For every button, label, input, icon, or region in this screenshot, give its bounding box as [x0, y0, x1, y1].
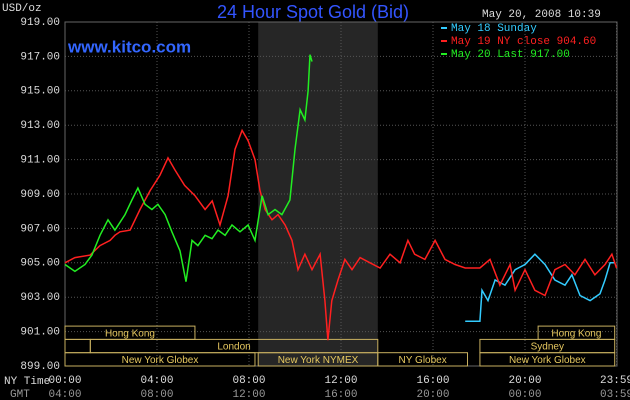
- session-label: New York Globex: [122, 355, 199, 366]
- gmt-label: GMT: [10, 389, 30, 400]
- timestamp: May 20, 2008 10:39: [482, 9, 601, 21]
- x-label: NY Time: [4, 376, 50, 388]
- y-tick-label: 913.00: [20, 120, 60, 132]
- gmt-tick-label: 04:00: [48, 389, 81, 400]
- y-tick-label: 907.00: [20, 223, 60, 235]
- session-label: Hong Kong: [105, 328, 155, 339]
- y-tick-label: 901.00: [20, 327, 60, 339]
- session-label: NY Globex: [399, 355, 447, 366]
- gmt-tick-label: 08:00: [140, 389, 173, 400]
- x-tick-label: 00:00: [48, 375, 81, 387]
- series-line: [64, 128, 618, 341]
- series-line: [64, 54, 313, 282]
- session-label: London: [217, 342, 250, 353]
- session-label: Hong Kong: [551, 328, 601, 339]
- y-tick-label: 911.00: [20, 155, 60, 167]
- x-tick-label: 12:00: [324, 375, 357, 387]
- gmt-tick-label: 20:00: [416, 389, 449, 400]
- x-tick-label: 23:59: [600, 375, 630, 387]
- session-label: New York NYMEX: [278, 355, 359, 366]
- gmt-tick-label: 12:00: [232, 389, 265, 400]
- session-box: [479, 352, 616, 367]
- y-unit: USD/oz: [2, 3, 42, 15]
- y-tick-label: 919.00: [20, 17, 60, 29]
- gmt-tick-label: 00:00: [508, 389, 541, 400]
- session-label: New York Globex: [509, 355, 586, 366]
- x-tick-label: 16:00: [416, 375, 449, 387]
- x-tick-label: 04:00: [140, 375, 173, 387]
- session-box: [64, 352, 256, 367]
- session-box: [64, 338, 91, 354]
- x-tick-label: 20:00: [508, 375, 541, 387]
- session-box: [377, 352, 468, 367]
- watermark: www.kitco.com: [67, 37, 191, 56]
- y-tick-label: 909.00: [20, 189, 60, 201]
- y-tick-label: 899.00: [20, 361, 60, 373]
- legend-label: May 19 NY close 904.60: [451, 36, 596, 48]
- y-tick-label: 903.00: [20, 292, 60, 304]
- chart-title: 24 Hour Spot Gold (Bid): [217, 2, 409, 22]
- gmt-tick-label: 03:59: [600, 389, 630, 400]
- legend-label: May 20 Last 917.00: [451, 49, 570, 61]
- y-tick-label: 905.00: [20, 258, 60, 270]
- background-layer: [64, 21, 618, 367]
- y-tick-label: 915.00: [20, 86, 60, 98]
- gmt-tick-label: 16:00: [324, 389, 357, 400]
- session-label: Sydney: [531, 342, 564, 353]
- legend-label: May 18 Sunday: [451, 23, 537, 35]
- y-tick-label: 917.00: [20, 51, 60, 63]
- series-line: [465, 253, 615, 323]
- x-tick-label: 08:00: [232, 375, 265, 387]
